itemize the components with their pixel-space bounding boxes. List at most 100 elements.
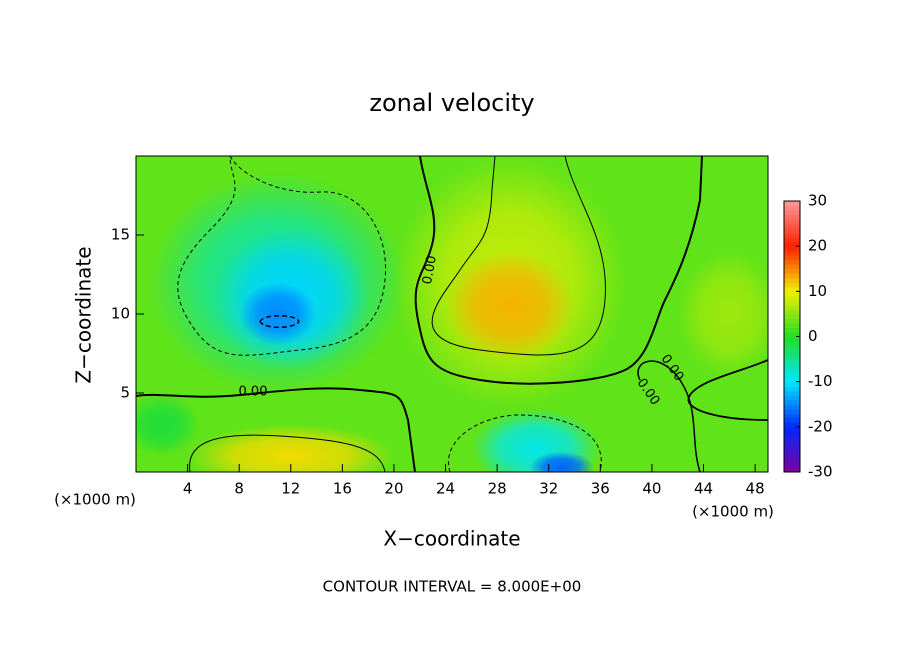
colorbar-segment [784,399,800,405]
y-tick-label: 15 [111,226,130,244]
field-feature [677,250,768,378]
colorbar-segment [784,377,800,383]
field-feature [239,282,317,346]
colorbar-segment [784,458,800,464]
y-axis-label: Z−coordinate [72,246,96,383]
contours [136,156,768,472]
colorbar-segment [784,341,800,347]
x-tick-label: 12 [281,480,300,498]
colorbar-segment [784,440,800,446]
colorbar-segment [784,354,800,360]
colorbar-segment [784,386,800,392]
colorbar-tick-label: 20 [808,237,827,255]
contour-line [136,387,416,472]
colorbar-segment [784,318,800,324]
colorbar-segment [784,363,800,369]
colorbar-tick-label: -30 [808,463,833,481]
colorbar-segment [784,313,800,319]
x-tick-label: 20 [384,480,403,498]
colorbar-tick-label: 30 [808,192,827,210]
colorbar-segment [784,404,800,410]
contour-label: 0.00 [239,385,268,400]
colorbar-segment [784,277,800,283]
colorbar-segment [784,368,800,374]
colorbar-segment [784,331,800,337]
x-tick-label: 4 [183,480,193,498]
colorbar-segment [784,309,800,315]
colorbar-segment [784,372,800,378]
colorbar-segment [784,273,800,279]
colorbar-segment [784,462,800,468]
colorbar-segment [784,295,800,301]
colorbar-segment [784,336,800,342]
colorbar-segment [784,381,800,387]
colorbar-segment [784,444,800,450]
colorbar-segment [784,201,800,207]
colorbar-segment [784,322,800,328]
contour-line [177,156,387,356]
colorbar-segment [784,214,800,220]
field-feature [471,408,601,472]
colorbar-segment [784,395,800,401]
colorbar-segment [784,359,800,365]
colorbar-segment [784,282,800,288]
colorbar-segment [784,453,800,459]
field-feature [187,424,394,472]
colorbar-segment [784,300,800,306]
colorbar-segment [784,417,800,423]
colorbar-segment [784,268,800,274]
colorbar-segment [784,255,800,261]
colorbar-segment [784,205,800,211]
contour-label: 0.00 [420,254,440,285]
contour-line [189,434,386,472]
x-tick-label: 16 [333,480,352,498]
colorbar-tick-label: 0 [808,327,818,345]
colorbar-segment [784,241,800,247]
colorbar-segment [784,435,800,441]
colorbar-segment [784,422,800,428]
colorbar-segment [784,219,800,225]
x-tick-label: 28 [488,480,507,498]
colorbar-segment [784,350,800,356]
x-tick-label: 32 [539,480,558,498]
colorbar-segment [784,259,800,265]
colorbar-segment [784,426,800,432]
colorbar-segment [784,345,800,351]
x-tick-label: 8 [234,480,244,498]
colorbar-segment [784,390,800,396]
colorbar-segment [784,223,800,229]
x-tick-label: 44 [694,480,713,498]
contour-line [637,360,701,472]
colorbar-segment [784,304,800,310]
colorbar-segment [784,232,800,238]
colorbar-segment [784,413,800,419]
colorbar-tick-label: -10 [808,372,833,390]
x-axis-label: X−coordinate [383,527,520,551]
colorbar-segment [784,327,800,333]
x-unit: (×1000 m) [54,491,136,509]
contour-line [447,414,602,472]
contour-line [414,156,703,385]
colorbar-tick-label: 10 [808,282,827,300]
footer: CONTOUR INTERVAL = 8.000E+00 [323,578,582,596]
contour-line [259,315,300,329]
x-unit: (×1000 m) [692,503,774,521]
colorbar-segment [784,291,800,297]
contour-line [687,359,768,421]
field-feature [136,393,201,457]
field-feature [445,250,575,362]
colorbar-segment [784,408,800,414]
field-feature [529,451,594,472]
colorbar-segment [784,286,800,292]
chart-title: zonal velocity [369,89,534,117]
x-tick-label: 48 [746,480,765,498]
colorbar-tick-label: -20 [808,417,833,435]
y-tick-label: 5 [120,384,130,402]
colorbar-segment [784,264,800,270]
field [136,156,768,472]
y-tick-label: 10 [111,305,130,323]
colorbar-segment [784,246,800,252]
colorbar-segment [784,228,800,234]
colorbar-segment [784,449,800,455]
